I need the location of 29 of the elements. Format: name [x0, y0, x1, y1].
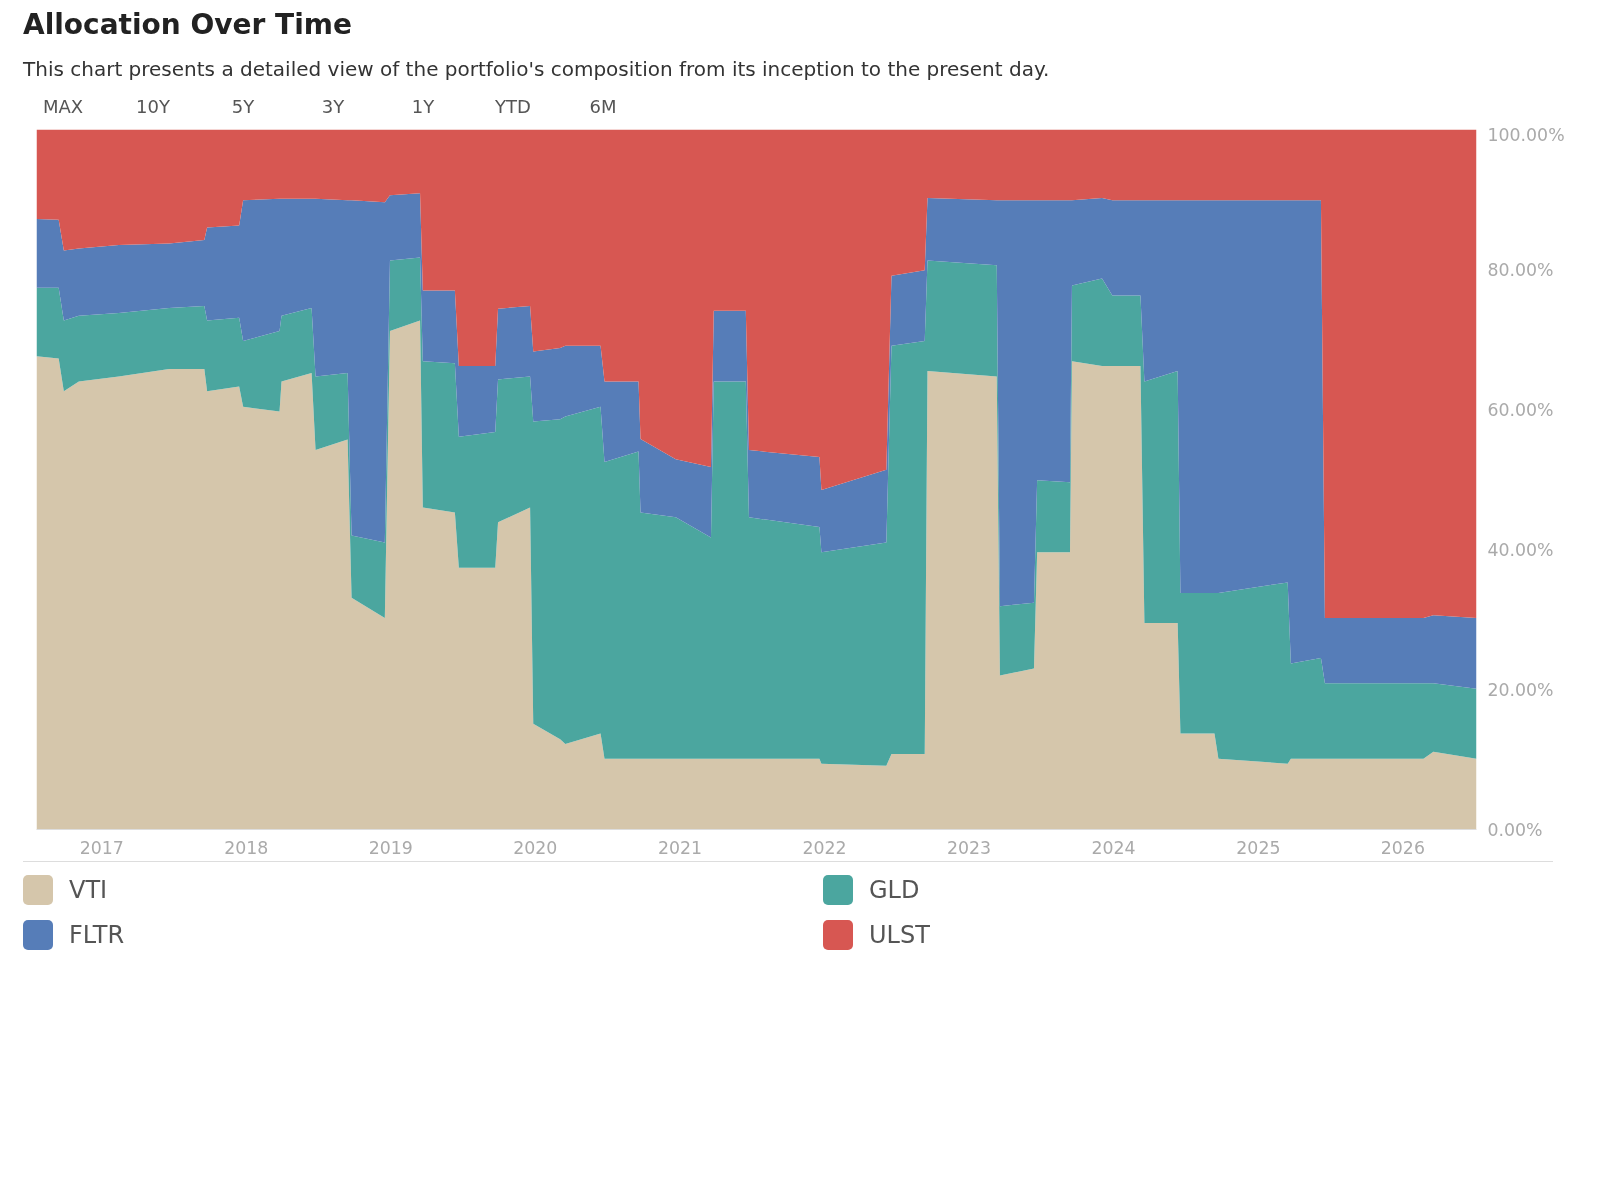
- text: 1Y: [411, 94, 435, 119]
- x-tick-label: 2017: [79, 837, 124, 858]
- y-tick-label: 80.00%: [1487, 259, 1554, 280]
- text: 6M: [589, 94, 617, 119]
- legend-label: VTI: [69, 876, 108, 905]
- x-tick-label: 2026: [1380, 837, 1425, 858]
- legend-label: ULST: [869, 921, 930, 950]
- x-tick-label: 2020: [513, 837, 558, 858]
- y-tick-label: 20.00%: [1487, 679, 1554, 700]
- text: 10Y: [136, 94, 170, 119]
- text: 3Y: [321, 94, 345, 119]
- text: YTD: [495, 94, 531, 119]
- y-tick-label: 100.00%: [1487, 124, 1565, 145]
- chart-subtitle: This chart presents a detailed view of the portfolio's composition from its inception to the present day.: [23, 56, 1050, 83]
- x-tick-label: 2022: [802, 837, 847, 858]
- legend-label: GLD: [869, 876, 920, 905]
- text: 5Y: [231, 94, 255, 119]
- x-tick-label: 2018: [224, 837, 269, 858]
- x-tick-label: 2023: [947, 837, 992, 858]
- x-tick-label: 2019: [368, 837, 413, 858]
- x-tick-label: 2024: [1091, 837, 1136, 858]
- y-tick-label: 60.00%: [1487, 399, 1554, 420]
- y-tick-label: 0.00%: [1487, 819, 1543, 840]
- x-tick-label: 2025: [1236, 837, 1281, 858]
- legend-label: FLTR: [69, 921, 125, 950]
- text: MAX: [42, 94, 84, 119]
- y-tick-label: 40.00%: [1487, 539, 1554, 560]
- x-tick-label: 2021: [658, 837, 703, 858]
- chart-title: Allocation Over Time: [23, 7, 352, 43]
